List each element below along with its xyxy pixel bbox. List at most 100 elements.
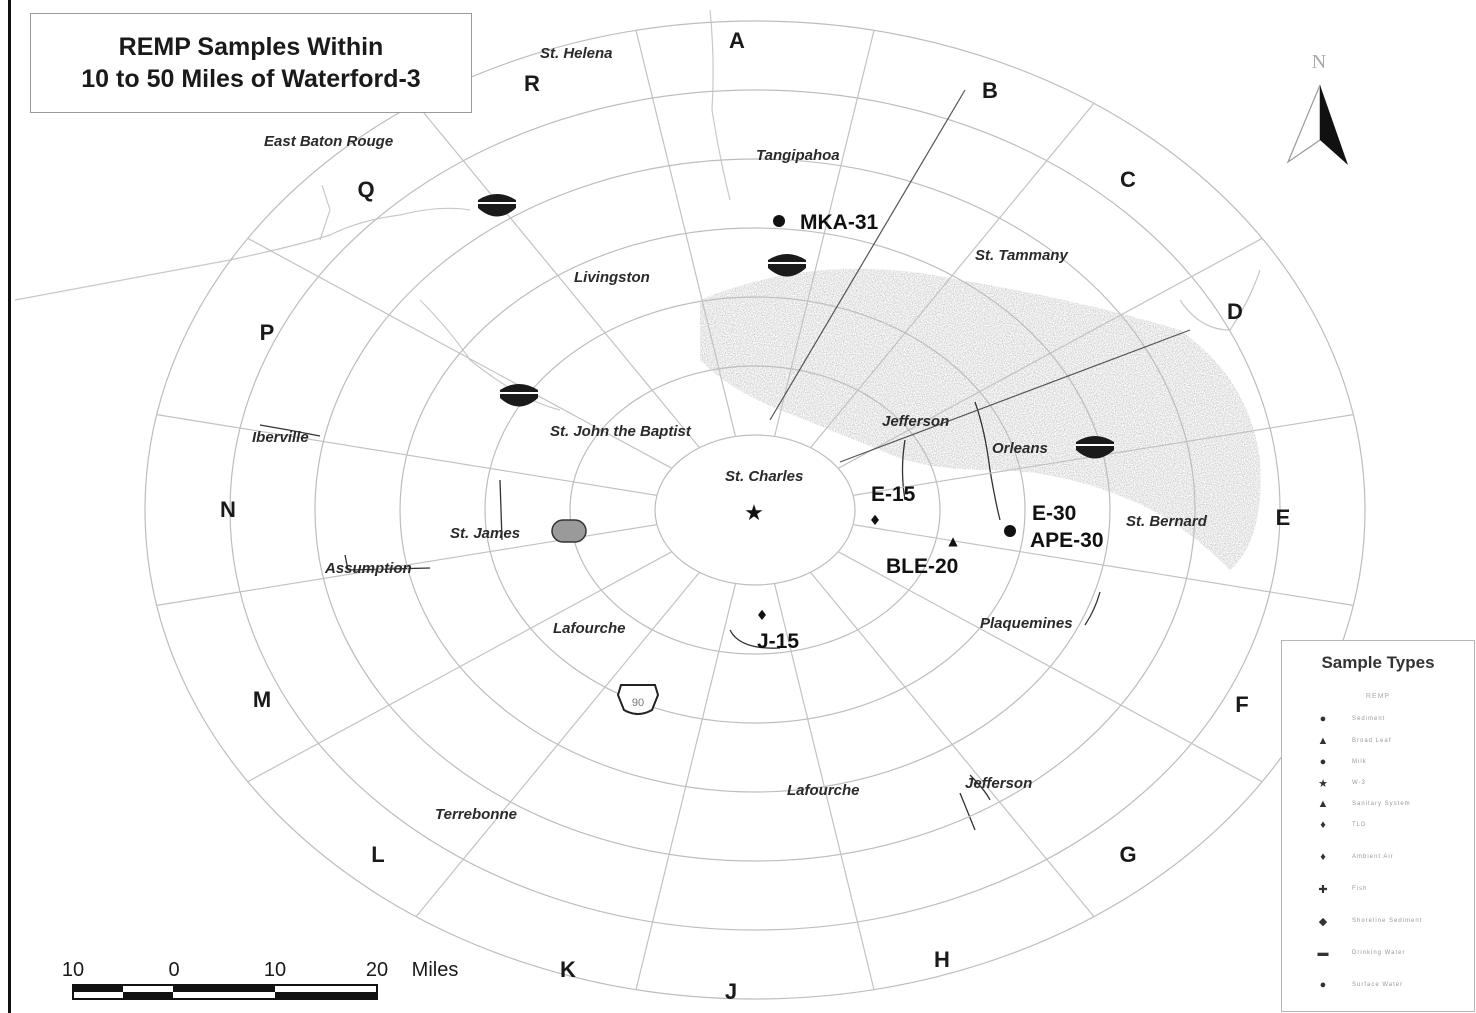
legend-symbol-icon: ▲: [1317, 735, 1329, 747]
parish-boundaries: [259, 401, 1101, 831]
interstate-shield-icon: [478, 194, 516, 217]
urban-sector-lines: [769, 89, 1191, 463]
legend-item: ▲ Broad Leaf: [1312, 733, 1391, 749]
ble-20-marker: ▲: [948, 534, 958, 548]
scale-unit: Miles: [412, 959, 459, 981]
legend-item-label: Fish: [1352, 886, 1368, 892]
sector-label-j: J: [725, 979, 737, 1004]
inner-ring: [654, 434, 856, 586]
station-label-e-15: E-15: [871, 483, 916, 506]
map-title-line-1: REMP Samples Within: [118, 33, 384, 61]
sector-boundary-line: [415, 103, 700, 449]
sector-boundary-line: [810, 103, 1095, 449]
legend-item-label: Milk: [1352, 759, 1367, 765]
parish-tangipahoa: Tangipahoa: [756, 147, 840, 164]
parish-orleans: Orleans: [992, 440, 1048, 457]
station-label-ape-30: APE-30: [1030, 529, 1104, 552]
scale-bar: 10 0 10 20 Miles: [62, 959, 459, 1000]
legend-item-label: TLD: [1352, 822, 1367, 828]
north-arrow-icon: N: [1286, 51, 1348, 165]
distance-rings: [144, 20, 1366, 1000]
parish-st-bernard: St. Bernard: [1126, 513, 1208, 530]
parish-lafourche-south: Lafourche: [787, 782, 860, 799]
parish-livingston: Livingston: [574, 269, 650, 286]
sector-label-k: K: [560, 957, 576, 982]
parish-iberville: Iberville: [252, 429, 309, 446]
distance-ring: [229, 89, 1281, 931]
sector-label-f: F: [1235, 692, 1248, 717]
north-label: N: [1312, 51, 1326, 73]
drinking-water-symbol: [551, 519, 587, 543]
sector-label-l: L: [371, 842, 384, 867]
sector-boundary-line: [837, 551, 1263, 783]
parish-labels: St. Helena East Baton Rouge Tangipahoa L…: [252, 45, 1208, 823]
legend-item: ♦ TLD: [1312, 817, 1366, 833]
scale-tick-10: 10: [264, 959, 286, 981]
sector-label-h: H: [934, 947, 950, 972]
parish-assumption: Assumption: [324, 560, 412, 577]
parish-east-baton-rouge: East Baton Rouge: [264, 133, 393, 150]
sector-boundary-line: [415, 571, 700, 917]
interstate-shield-icon: [768, 254, 806, 277]
legend-item: ▲ Sanitary System: [1312, 796, 1411, 812]
station-label-j-15: J-15: [757, 630, 799, 653]
sector-boundary-line: [837, 237, 1263, 469]
legend-item-label: Shoreline Sediment: [1352, 918, 1423, 924]
legend-item: ✚ Fish: [1312, 881, 1367, 897]
sector-labels: A B C D E F G H J K L M N P Q R: [220, 28, 1290, 1004]
legend-symbol-icon: ✚: [1318, 883, 1328, 896]
sector-label-p: P: [260, 320, 275, 345]
legend-item-label: Ambient Air: [1352, 854, 1394, 860]
sector-boundary-lines: [156, 30, 1354, 990]
parish-lafourche-west: Lafourche: [553, 620, 626, 637]
scale-tick-10-left: 10: [62, 959, 84, 981]
legend-item: ★ W-3: [1312, 775, 1366, 791]
parish-st-james: St. James: [450, 525, 520, 542]
sector-boundary-line: [773, 583, 875, 990]
legend-item: ● Milk: [1312, 754, 1367, 770]
parish-st-tammany: St. Tammany: [975, 247, 1068, 264]
sector-label-b: B: [982, 78, 998, 103]
interstate-shield-icon: [1076, 436, 1114, 459]
mka-31-marker: [773, 215, 785, 227]
parish-jefferson-north: Jefferson: [882, 413, 949, 430]
sector-label-c: C: [1120, 167, 1136, 192]
sector-boundary-line: [156, 414, 658, 496]
parish-st-charles: St. Charles: [725, 468, 803, 485]
sector-boundary-line: [635, 30, 737, 437]
legend-item-label: Surface Water: [1352, 982, 1404, 988]
legend-symbol-icon: ●: [1319, 979, 1327, 991]
sector-boundary-line: [247, 237, 673, 469]
legend-symbol-icon: ▲: [1317, 798, 1329, 810]
legend-item: ◆ Shoreline Sediment: [1312, 913, 1422, 929]
station-label-ble-20: BLE-20: [886, 555, 958, 578]
legend-symbol-icon: ●: [1319, 756, 1327, 768]
distance-ring: [399, 227, 1111, 793]
j-15-marker: ♦: [756, 608, 769, 624]
legend-item-label: Drinking Water: [1352, 950, 1406, 956]
parish-jefferson-south: Jefferson: [965, 775, 1032, 792]
legend-symbol-icon: ◆: [1318, 915, 1328, 928]
highway-number: 90: [632, 697, 644, 709]
parish-st-john: St. John the Baptist: [550, 423, 692, 440]
sector-boundary-line: [635, 583, 737, 990]
legend-title: Sample Types: [1321, 653, 1435, 672]
sector-boundary-line: [810, 571, 1095, 917]
legend-symbol-icon: ★: [1318, 777, 1328, 790]
scale-tick-0: 0: [168, 959, 179, 981]
map-frame-left-border: [8, 0, 11, 1013]
legend-subtitle: REMP: [1365, 693, 1391, 700]
legend-symbol-icon: ▬: [1317, 947, 1329, 959]
station-labels: MKA-31 E-15 E-30 APE-30 BLE-20 J-15: [757, 211, 1104, 653]
sector-boundary-line: [773, 30, 875, 437]
map-title-line-2: 10 to 50 Miles of Waterford-3: [81, 65, 421, 93]
legend-item: ▬ Drinking Water: [1312, 945, 1405, 961]
sector-label-m: M: [253, 687, 271, 712]
e-30-marker: [1004, 525, 1016, 537]
sector-boundary-line: [247, 551, 673, 783]
legend-item: ● Surface Water: [1312, 977, 1403, 993]
sector-label-e: E: [1276, 505, 1291, 530]
map-title-box: REMP Samples Within 10 to 50 Miles of Wa…: [30, 13, 472, 113]
sector-boundary-line: [852, 524, 1354, 606]
